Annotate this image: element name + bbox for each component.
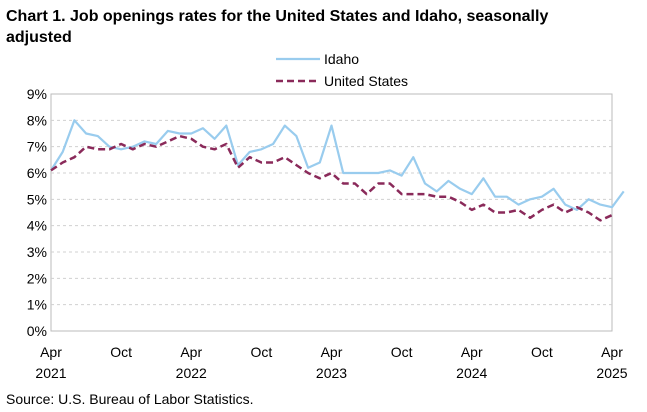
x-tick-month: Apr [180, 344, 202, 360]
source-note: Source: U.S. Bureau of Labor Statistics. [6, 391, 254, 407]
legend: Idaho United States [276, 51, 408, 89]
y-tick-label: 4% [27, 218, 47, 234]
x-tick-month: Oct [250, 344, 272, 360]
y-tick-label: 1% [27, 297, 47, 313]
y-tick-label: 6% [27, 165, 47, 181]
x-tick-year: 2022 [176, 365, 207, 381]
x-tick-month: Oct [110, 344, 132, 360]
y-tick-label: 2% [27, 270, 47, 286]
x-tick-year: 2024 [456, 365, 487, 381]
legend-label-idaho: Idaho [324, 51, 359, 67]
x-tick-year: 2023 [316, 365, 347, 381]
x-tick-month: Apr [601, 344, 623, 360]
series-line-united-states [50, 134, 613, 222]
x-tick-month: Oct [391, 344, 413, 360]
x-axis-ticks: Apr 2021 Oct Apr 2022 Oct Apr 2023 Oct Apr 2024 Oct… [35, 344, 627, 381]
y-tick-label: 5% [27, 191, 47, 207]
chart-title: Chart 1. Job openings rates for the Unit… [6, 8, 549, 46]
x-tick-year: 2025 [596, 365, 627, 381]
y-tick-label: 9% [27, 86, 47, 102]
y-tick-label: 0% [27, 323, 47, 339]
legend-label-united-states: United States [324, 73, 408, 89]
y-tick-label: 7% [27, 139, 47, 155]
y-tick-label: 8% [27, 112, 47, 128]
y-tick-label: 3% [27, 244, 47, 260]
x-tick-year: 2021 [35, 365, 66, 381]
x-tick-month: Apr [461, 344, 483, 360]
x-tick-month: Apr [321, 344, 343, 360]
x-tick-month: Oct [531, 344, 553, 360]
series-lines [50, 119, 625, 222]
plot-frame [50, 93, 613, 332]
x-tick-month: Apr [40, 344, 62, 360]
series-line-idaho [50, 119, 625, 211]
y-axis-ticks: 0% 1% 2% 3% 4% 5% 6% 7% 8% 9% [27, 86, 47, 339]
